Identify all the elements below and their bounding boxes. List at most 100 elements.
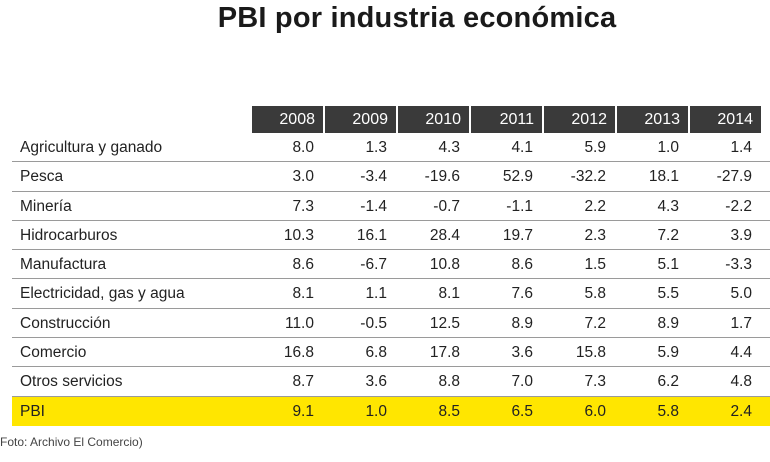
table-cell: 5.8	[657, 402, 679, 420]
table-row: Comercio 16.8 6.8 17.8 3.6 15.8 5.9 4.4	[12, 338, 770, 368]
column-header-2010: 2010	[398, 106, 469, 133]
table-cell: 1.4	[730, 139, 752, 156]
table-row: Electricidad, gas y agua 8.1 1.1 8.1 7.6 5.8 5…	[12, 279, 770, 309]
table-cell: 6.2	[657, 373, 679, 391]
table-cell: 1.0	[657, 139, 679, 156]
total-row: PBI 9.1 1.0 8.5 6.5 6.0 5.8 2.4	[12, 396, 770, 426]
table-cell: 8.9	[511, 314, 533, 332]
row-label: Minería	[20, 197, 72, 215]
table-cell: 1.0	[365, 402, 387, 420]
table-cell: 52.9	[502, 168, 533, 186]
table-cell: -2.2	[725, 197, 752, 215]
table-cell: 11.0	[284, 314, 314, 332]
table-cell: 6.0	[584, 402, 606, 420]
table-cell: 1.5	[584, 256, 606, 274]
table-cell: 3.6	[511, 344, 533, 362]
row-label: Agricultura y ganado	[20, 139, 163, 156]
table-cell: -27.9	[716, 168, 752, 186]
table-row: Agricultura y ganado 8.0 1.3 4.3 4.1 5.9 1.0 1.…	[12, 133, 770, 163]
table-cell: 19.7	[502, 226, 533, 244]
table-cell: 16.8	[283, 344, 314, 362]
chart-title: PBI por industria económica	[217, 2, 617, 34]
table-row: Construcción 11.0 -0.5 12.5 8.9 7.2 8.9 1.7	[12, 309, 770, 339]
table-cell: -6.7	[360, 256, 387, 274]
table-cell: 7.2	[657, 226, 679, 244]
photo-credit: Foto: Archivo El Comercio)	[0, 435, 143, 449]
table-cell: 6.5	[511, 402, 533, 420]
table-cell: -0.5	[360, 314, 387, 332]
table-cell: -3.4	[360, 168, 387, 186]
table-body: Agricultura y ganado 8.0 1.3 4.3 4.1 5.9 1.0 1.…	[12, 133, 770, 426]
table-cell: 5.5	[657, 285, 679, 303]
table-cell: 8.6	[511, 256, 533, 274]
table-cell: 3.9	[730, 226, 752, 244]
table-cell: 7.0	[511, 373, 533, 391]
table-cell: 9.1	[292, 402, 314, 420]
table-cell: -3.3	[725, 256, 752, 274]
table-cell: 2.2	[584, 197, 606, 215]
table-cell: 1.1	[365, 285, 387, 303]
table-cell: 28.4	[429, 226, 460, 244]
table-cell: 16.1	[356, 226, 387, 244]
table-cell: 5.9	[584, 139, 606, 156]
table-cell: 4.1	[511, 139, 533, 156]
table-cell: 4.3	[438, 139, 460, 156]
table-cell: 4.3	[657, 197, 679, 215]
table-cell: 8.0	[292, 139, 314, 156]
table-cell: 3.0	[292, 168, 314, 186]
table-cell: 2.3	[584, 226, 606, 244]
table-header-row: 2008 2009 2010 2011 2012 2013 2014	[12, 106, 770, 133]
column-header-2011: 2011	[471, 106, 542, 133]
table-cell: 3.6	[365, 373, 387, 391]
table-cell: -1.1	[506, 197, 533, 215]
table-cell: 6.8	[365, 344, 387, 362]
table-cell: 5.8	[584, 285, 606, 303]
table-cell: 1.7	[730, 314, 752, 332]
table-cell: 18.1	[648, 168, 679, 186]
table-cell: -32.2	[570, 168, 606, 186]
table-row: Hidrocarburos 10.3 16.1 28.4 19.7 2.3 7.2 3.9	[12, 221, 770, 251]
row-label: Construcción	[20, 314, 111, 332]
table-cell: 7.3	[584, 373, 606, 391]
column-header-2009: 2009	[325, 106, 396, 133]
table-cell: 15.8	[575, 344, 606, 362]
table-cell: 7.2	[584, 314, 606, 332]
row-label: PBI	[20, 402, 45, 420]
pbi-table: 2008 2009 2010 2011 2012 2013 2014 Agricultura…	[12, 106, 770, 426]
row-label: Pesca	[20, 168, 64, 186]
table-cell: 8.5	[438, 402, 460, 420]
row-label: Electricidad, gas y agua	[20, 285, 185, 303]
table-cell: 8.8	[438, 373, 460, 391]
table-cell: 12.5	[429, 314, 460, 332]
column-header-2014: 2014	[690, 106, 761, 133]
table-cell: 8.9	[657, 314, 679, 332]
table-cell: 2.4	[730, 402, 752, 420]
row-label: Otros servicios	[20, 373, 123, 391]
table-cell: 8.1	[438, 285, 460, 303]
table-row: Pesca 3.0 -3.4 -19.6 52.9 -32.2 18.1 -27.9	[12, 162, 770, 192]
row-label: Hidrocarburos	[20, 226, 118, 244]
table-cell: 8.1	[292, 285, 314, 303]
table-cell: 7.6	[511, 285, 533, 303]
table-cell: -19.6	[424, 168, 460, 186]
table-cell: 1.3	[365, 139, 387, 156]
table-cell: 5.0	[730, 285, 752, 303]
table-cell: 4.8	[730, 373, 752, 391]
table-cell: 17.8	[429, 344, 460, 362]
table-cell: 8.7	[292, 373, 314, 391]
table-cell: 10.3	[283, 226, 314, 244]
table-row: Minería 7.3 -1.4 -0.7 -1.1 2.2 4.3 -2.2	[12, 192, 770, 221]
table-cell: 8.6	[292, 256, 314, 274]
column-header-2008: 2008	[252, 106, 323, 133]
table-cell: 4.4	[730, 344, 752, 362]
row-label: Manufactura	[20, 256, 107, 274]
table-cell: 5.1	[657, 256, 679, 274]
row-label: Comercio	[20, 344, 87, 362]
table-row: Manufactura 8.6 -6.7 10.8 8.6 1.5 5.1 -3.3	[12, 250, 770, 280]
table-cell: -0.7	[433, 197, 460, 215]
table-cell: 7.3	[292, 197, 314, 215]
table-cell: 5.9	[657, 344, 679, 362]
table-row: Otros servicios 8.7 3.6 8.8 7.0 7.3 6.2 4.8	[12, 367, 770, 397]
column-header-2012: 2012	[544, 106, 615, 133]
column-header-2013: 2013	[617, 106, 688, 133]
